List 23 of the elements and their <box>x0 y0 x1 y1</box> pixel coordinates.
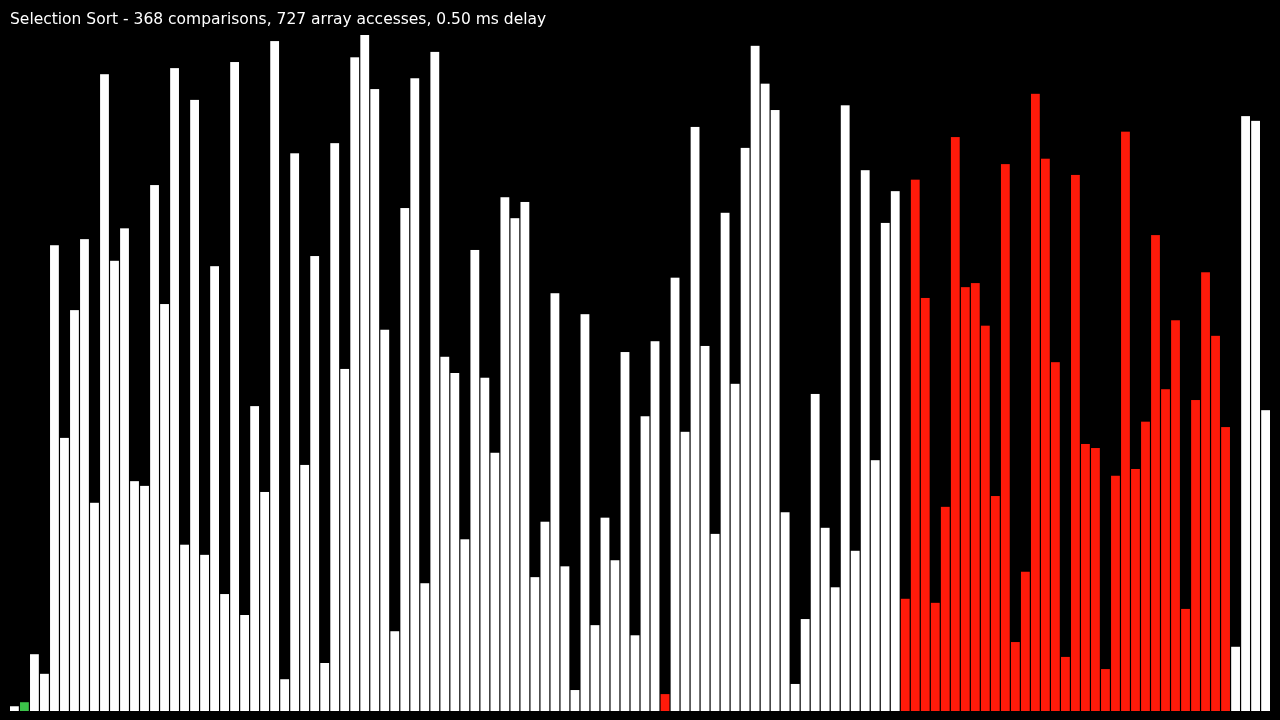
bar <box>670 277 680 711</box>
bar <box>640 416 650 711</box>
bar <box>710 533 720 711</box>
bar <box>620 352 630 711</box>
bar <box>540 521 550 711</box>
bar <box>580 314 590 711</box>
bar <box>690 126 700 711</box>
bar <box>660 694 670 711</box>
bar <box>20 702 29 711</box>
bar <box>560 566 570 711</box>
bar <box>550 293 560 711</box>
chart-title: Selection Sort - 368 comparisons, 727 array accesses, 0.50 ms delay <box>10 10 547 28</box>
bar <box>630 635 640 711</box>
bar <box>600 517 610 711</box>
bar <box>700 345 710 711</box>
bar <box>720 212 730 711</box>
bar <box>680 431 690 711</box>
bar <box>10 706 19 711</box>
bar <box>610 560 620 711</box>
bar <box>650 341 660 711</box>
bar <box>570 690 580 711</box>
bar <box>730 383 740 711</box>
bar <box>590 625 600 711</box>
